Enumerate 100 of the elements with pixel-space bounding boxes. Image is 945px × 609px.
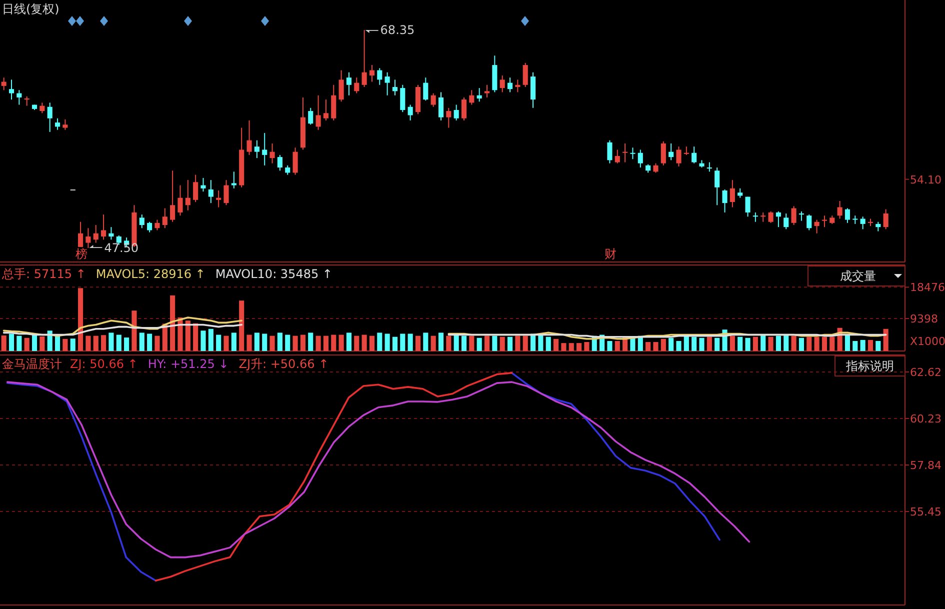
- bar: [147, 334, 152, 351]
- bar: [706, 336, 712, 351]
- bar: [101, 335, 106, 351]
- line-series: [6, 381, 750, 558]
- candlestick: [791, 206, 796, 226]
- candlestick: [338, 70, 344, 102]
- bar: [16, 336, 22, 351]
- bar: [461, 336, 467, 351]
- candlestick: [868, 218, 874, 227]
- candlestick: [476, 88, 482, 102]
- bar: [714, 338, 720, 351]
- y-axis-title: X1000: [910, 335, 945, 348]
- candlestick: [331, 84, 336, 121]
- candlestick: [883, 208, 888, 230]
- annotation: 68.35: [380, 23, 415, 37]
- bar: [745, 338, 750, 351]
- bar: [40, 336, 45, 351]
- candlestick: [47, 102, 52, 132]
- candlestick: [461, 96, 467, 121]
- bar: [430, 336, 436, 351]
- bar: [876, 340, 881, 351]
- bar: [292, 336, 298, 351]
- candlestick: [714, 166, 720, 206]
- bar: [200, 330, 206, 351]
- candlestick: [369, 64, 374, 82]
- bar: [676, 340, 682, 351]
- candlestick: [806, 214, 812, 231]
- bar: [308, 332, 314, 351]
- candlestick: [515, 79, 520, 93]
- candlestick: [760, 212, 766, 222]
- bar: [860, 340, 866, 351]
- candlestick: [469, 90, 474, 106]
- annotation: 榜: [76, 247, 88, 261]
- candlestick: [270, 142, 275, 164]
- candlestick: [660, 140, 666, 166]
- candlestick: [614, 149, 620, 164]
- bar: [185, 320, 190, 351]
- candlestick: [484, 84, 490, 98]
- annotation: 成交量: [840, 269, 876, 283]
- bar: [776, 336, 781, 351]
- candlestick: [844, 208, 850, 224]
- bar: [193, 323, 198, 351]
- candlestick: [798, 210, 804, 222]
- candlestick: [62, 118, 68, 130]
- candlestick: [500, 74, 505, 93]
- bar: [323, 336, 328, 351]
- candlestick: [200, 177, 206, 192]
- bar: [798, 338, 804, 351]
- candlestick: [607, 140, 612, 164]
- candlestick: [16, 90, 22, 106]
- bar: [844, 334, 850, 351]
- series-label: 总手: 57115 ↑: [1, 267, 86, 281]
- candlestick: [745, 196, 750, 218]
- candlestick: [262, 132, 268, 166]
- candlestick: [185, 180, 190, 211]
- candlestick: [78, 221, 84, 248]
- bar: [500, 336, 505, 351]
- candlestick: [676, 146, 682, 167]
- bar: [760, 334, 766, 351]
- bar: [438, 332, 444, 351]
- candlestick: [507, 77, 513, 93]
- candlestick: [860, 216, 866, 230]
- candlestick: [638, 149, 643, 168]
- bar: [70, 338, 76, 351]
- bar: [246, 334, 252, 351]
- bar: [231, 332, 236, 351]
- candlestick: [216, 190, 222, 208]
- bar: [24, 338, 30, 351]
- candlestick: [630, 147, 636, 160]
- candlestick: [822, 215, 827, 228]
- candlestick: [162, 208, 168, 229]
- bar: [653, 342, 658, 351]
- bar: [108, 332, 114, 351]
- candlestick: [277, 154, 282, 172]
- bar: [576, 343, 582, 351]
- bar: [852, 340, 858, 351]
- candlestick: [438, 92, 444, 121]
- candlestick: [692, 146, 697, 164]
- annotation: 财: [604, 247, 617, 261]
- candlestick: [40, 102, 45, 114]
- candlestick: [454, 104, 459, 121]
- bar: [384, 334, 390, 351]
- candlestick: [224, 180, 229, 206]
- bar: [331, 334, 336, 351]
- candlestick: [86, 228, 91, 248]
- bar: [484, 336, 490, 351]
- bar: [530, 334, 536, 351]
- bar: [408, 334, 413, 351]
- bar: [377, 332, 382, 351]
- candlestick: [423, 77, 428, 102]
- bar: [752, 336, 758, 351]
- candlestick: [54, 118, 60, 130]
- bar: [62, 338, 68, 351]
- bar: [400, 334, 406, 351]
- bar: [522, 336, 528, 351]
- line-series: [154, 372, 513, 582]
- bar: [692, 336, 697, 351]
- bar: [154, 336, 160, 351]
- bar: [8, 334, 14, 351]
- text: MAVOL5: 28916 ↑: [96, 267, 206, 281]
